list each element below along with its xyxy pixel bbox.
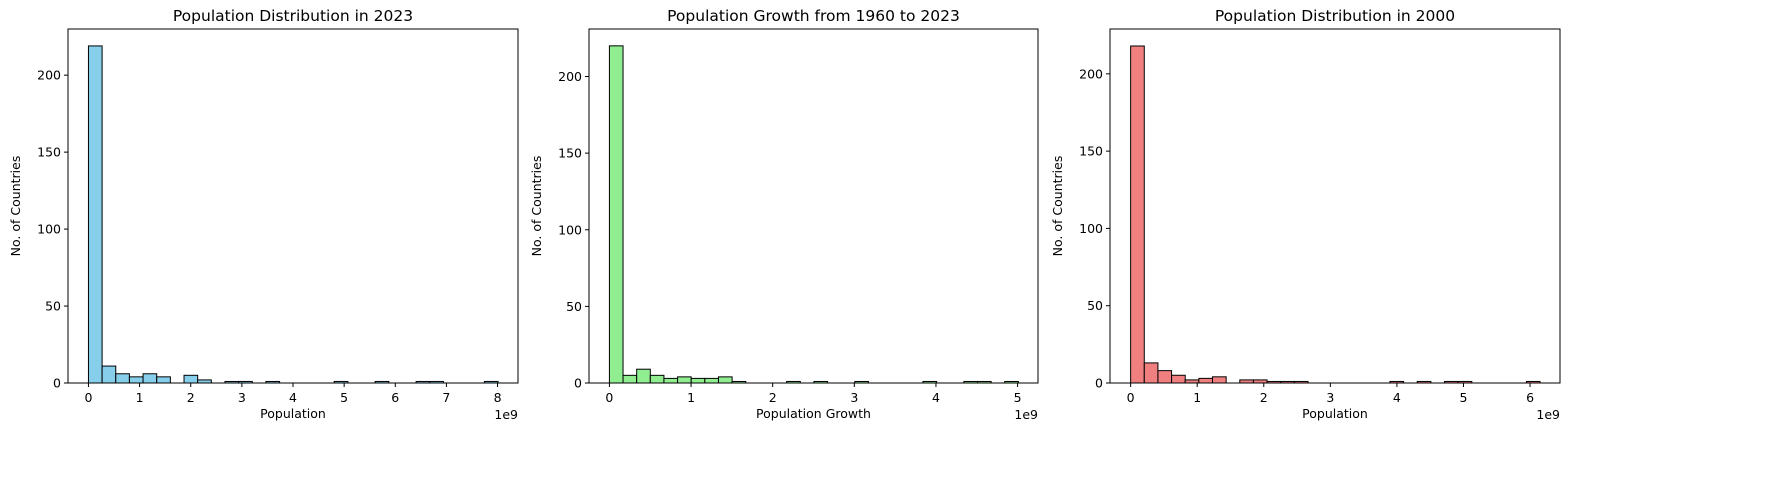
- y-tick-label: 150: [558, 146, 582, 161]
- x-axis-offset-label: 1e9: [494, 407, 518, 422]
- histogram-bar: [87, 45, 103, 384]
- y-tick-label: 200: [558, 69, 582, 84]
- x-tick-label: 0: [84, 390, 92, 405]
- histogram-bar: [608, 45, 624, 384]
- axes-frame: [67, 28, 519, 384]
- x-tick-label: 7: [442, 390, 450, 405]
- x-axis-label: Population: [260, 406, 326, 421]
- y-tick-label: 50: [45, 299, 61, 314]
- histogram-bar: [101, 365, 117, 384]
- y-tick-label: 200: [37, 68, 61, 83]
- y-tick-label: 100: [558, 222, 582, 237]
- y-tick-label: 0: [574, 376, 582, 391]
- histogram-bar: [690, 377, 706, 384]
- x-tick-label: 0: [605, 390, 613, 405]
- y-tick-label: 100: [1079, 221, 1103, 236]
- histogram-bar: [1171, 374, 1186, 384]
- histogram-population-2000: 0 1 2 3 4 5 6 0 50 100 150 200 Population Distributi…: [1050, 7, 1561, 422]
- histogram-bar: [649, 374, 665, 384]
- x-tick-label: 4: [1393, 390, 1401, 405]
- x-tick-label: 5: [1014, 390, 1022, 405]
- x-axis-offset-label: 1e9: [1536, 407, 1560, 422]
- x-tick-label: 4: [289, 390, 297, 405]
- x-tick-label: 5: [1459, 390, 1467, 405]
- histogram-bar: [677, 376, 692, 384]
- y-tick-label: 0: [1095, 376, 1103, 391]
- x-axis-label: Population: [1302, 406, 1368, 421]
- histogram-bar: [115, 373, 130, 384]
- histogram-bar: [142, 373, 158, 384]
- histogram-bar: [1143, 362, 1159, 384]
- chart-title: Population Growth from 1960 to 2023: [667, 7, 960, 25]
- histogram-bar: [1157, 370, 1173, 384]
- x-tick-label: 3: [238, 390, 246, 405]
- x-tick-label: 8: [494, 390, 502, 405]
- x-tick-label: 3: [850, 390, 858, 405]
- x-tick-label: 5: [340, 390, 348, 405]
- histogram-bar: [704, 377, 719, 384]
- histogram-bar: [1130, 45, 1145, 384]
- y-tick-label: 150: [1079, 144, 1103, 159]
- x-tick-label: 2: [769, 390, 777, 405]
- y-tick-label: 0: [53, 376, 61, 391]
- chart-title: Population Distribution in 2023: [173, 7, 413, 25]
- histogram-bar: [156, 376, 171, 384]
- y-axis-label: No. of Countries: [8, 156, 23, 257]
- x-tick-label: 1: [1193, 390, 1201, 405]
- y-axis-label: No. of Countries: [529, 156, 544, 257]
- y-tick-label: 100: [37, 222, 61, 237]
- x-tick-label: 3: [1326, 390, 1334, 405]
- x-tick-label: 2: [1260, 390, 1268, 405]
- x-tick-label: 2: [187, 390, 195, 405]
- histogram-bar: [183, 374, 199, 384]
- axes-frame: [588, 28, 1039, 384]
- y-tick-label: 50: [1087, 298, 1103, 313]
- x-tick-label: 1: [136, 390, 144, 405]
- histogram-population-2023: 0 1 2 3 4 5 6 7 8 0 50 100 150 200 Population Distribu…: [8, 7, 519, 422]
- histogram-bar: [622, 374, 638, 384]
- histogram-bar: [636, 368, 651, 384]
- histogram-bar: [717, 376, 733, 384]
- histogram-bar: [1198, 377, 1214, 384]
- y-axis-label: No. of Countries: [1050, 156, 1065, 257]
- x-tick-label: 4: [932, 390, 940, 405]
- x-tick-label: 1: [687, 390, 695, 405]
- histogram-bar: [128, 376, 144, 384]
- y-tick-label: 150: [37, 145, 61, 160]
- x-tick-label: 6: [391, 390, 399, 405]
- y-tick-label: 50: [566, 299, 582, 314]
- x-axis-label: Population Growth: [756, 406, 871, 421]
- x-axis-offset-label: 1e9: [1014, 407, 1038, 422]
- histogram-bar: [1212, 376, 1227, 384]
- axes-frame: [1109, 28, 1561, 384]
- x-tick-label: 0: [1127, 390, 1135, 405]
- chart-title: Population Distribution in 2000: [1215, 7, 1455, 25]
- y-tick-label: 200: [1079, 66, 1103, 81]
- x-tick-label: 6: [1526, 390, 1534, 405]
- histogram-bar: [663, 377, 679, 384]
